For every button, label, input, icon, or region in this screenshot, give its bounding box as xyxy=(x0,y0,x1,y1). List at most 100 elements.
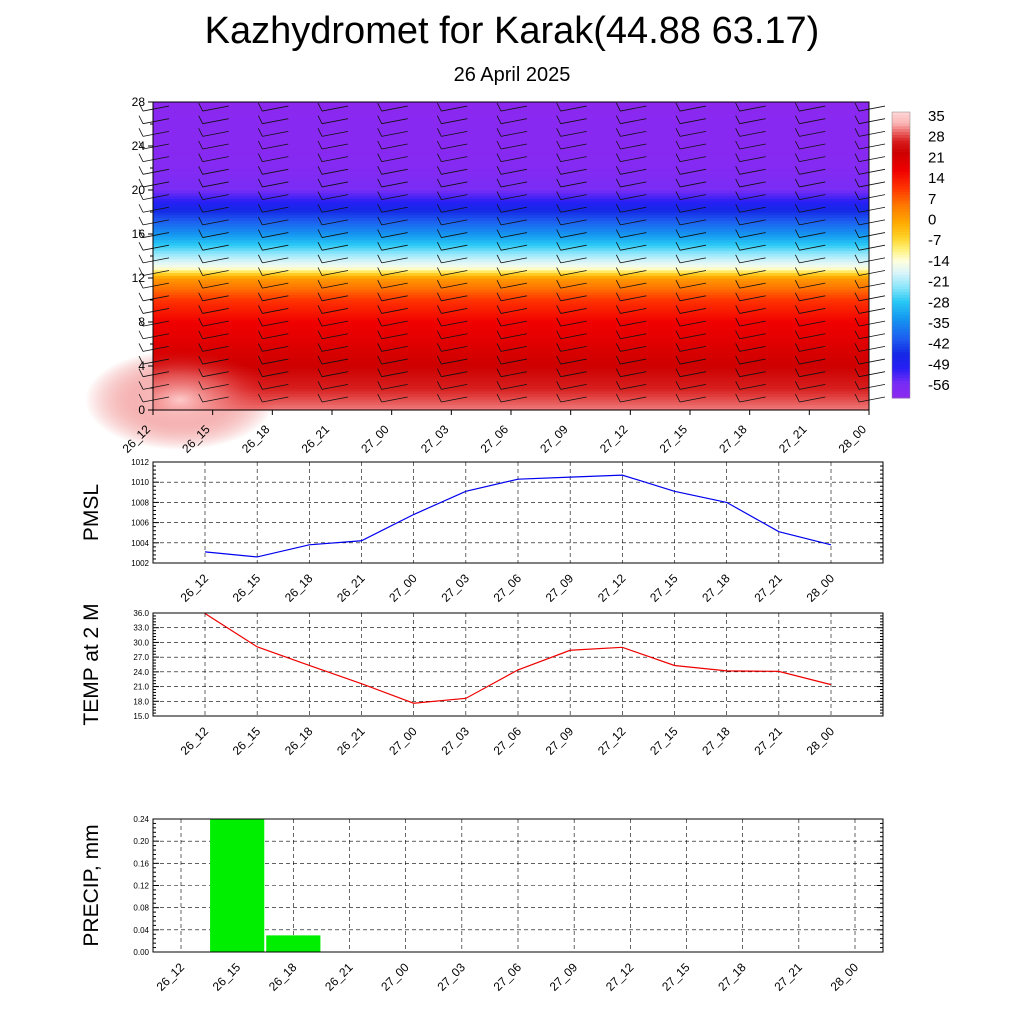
x-tick-label: 26_12 xyxy=(178,571,212,605)
wind-barb xyxy=(138,140,170,150)
wind-barb xyxy=(317,178,349,188)
grid-lines xyxy=(153,461,883,564)
x-tick-label: 27_06 xyxy=(491,960,525,994)
wind-barb xyxy=(556,216,587,226)
wind-barb xyxy=(257,254,289,264)
wind-barb xyxy=(615,204,647,213)
heatmap-band xyxy=(153,272,869,276)
wind-barb xyxy=(854,368,886,378)
heatmap-band xyxy=(153,225,869,230)
heatmap-band xyxy=(153,129,869,133)
heatmap-band xyxy=(153,363,869,367)
heatmap-band xyxy=(153,162,869,166)
heatmap-band xyxy=(153,291,869,296)
x-tick-label: 27_09 xyxy=(537,422,571,456)
colorbar-swatch xyxy=(892,126,910,130)
wind-barb xyxy=(436,166,468,175)
wind-barb xyxy=(615,279,647,289)
heatmap-cells xyxy=(153,102,869,411)
x-tick-label: 27_06 xyxy=(491,571,525,605)
y-tick-label: 0.08 xyxy=(133,904,149,913)
wind-barb xyxy=(496,178,528,188)
wind-barb xyxy=(735,166,766,175)
wind-barb xyxy=(496,267,528,276)
wind-barb xyxy=(317,242,349,251)
x-tick-label: 28_00 xyxy=(828,960,862,994)
colorbar-label: -7 xyxy=(928,232,941,249)
wind-barb xyxy=(496,166,528,175)
wind-barb xyxy=(794,279,826,289)
colorbar-swatch xyxy=(892,320,910,325)
wind-barb xyxy=(854,279,886,289)
y-tick-label: 1012 xyxy=(131,458,149,467)
wind-barb xyxy=(794,140,826,150)
y-tick-label: 4 xyxy=(138,359,145,373)
wind-barb xyxy=(138,305,170,314)
wind-barb xyxy=(675,115,707,125)
heatmap-band xyxy=(153,344,869,348)
colorbar-swatch xyxy=(892,289,910,293)
wind-barb xyxy=(138,368,170,378)
wind-barb xyxy=(496,242,528,251)
colorbar-swatch xyxy=(892,232,910,236)
colorbar-swatch xyxy=(892,183,910,187)
heatmap-band xyxy=(153,168,869,172)
colorbar-label: 0 xyxy=(928,212,936,229)
x-tick-label: 27_21 xyxy=(751,724,785,758)
wind-barb xyxy=(735,216,766,226)
wind-barb xyxy=(735,204,766,213)
wind-barb xyxy=(496,254,528,264)
heatmap-band xyxy=(153,374,869,378)
y-tick-label: 33.0 xyxy=(133,624,149,633)
colorbar-swatch xyxy=(892,203,910,207)
heatmap-band xyxy=(153,308,869,312)
wind-barb xyxy=(198,317,229,327)
wind-barb xyxy=(854,317,886,327)
wind-barb xyxy=(615,381,647,390)
wind-barb xyxy=(615,191,647,200)
x-tick-label: 27_21 xyxy=(776,422,810,456)
wind-barb xyxy=(735,267,766,276)
x-tick-label: 28_00 xyxy=(804,571,838,605)
y-tick-label: 21.0 xyxy=(133,683,149,692)
wind-barb xyxy=(377,343,408,352)
wind-barb xyxy=(317,115,349,125)
heatmap-band xyxy=(153,401,869,406)
wind-barb xyxy=(496,229,528,238)
colorbar-swatch xyxy=(892,212,910,216)
x-tick-label: 27_12 xyxy=(595,724,629,758)
colorbar-swatch xyxy=(892,152,910,156)
wind-barb xyxy=(615,305,647,314)
y-tick-label: 16 xyxy=(132,227,146,241)
heatmap-band xyxy=(153,275,869,279)
wind-barb xyxy=(436,191,468,200)
colorbar-swatch xyxy=(892,389,910,393)
wind-barb xyxy=(735,279,766,289)
heatmap-band xyxy=(153,143,869,147)
wind-barb xyxy=(257,166,289,175)
wind-barb xyxy=(198,355,229,365)
x-tick-label: 27_12 xyxy=(603,960,637,994)
wind-barb xyxy=(198,393,229,403)
heatmap-band xyxy=(153,366,869,370)
heatmap-band xyxy=(153,322,869,326)
colorbar-label: -56 xyxy=(928,377,950,394)
wind-barb xyxy=(794,343,826,352)
wind-barb xyxy=(317,305,349,314)
heatmap-band xyxy=(153,371,869,375)
wind-barb xyxy=(675,166,707,175)
wind-barb xyxy=(138,153,170,163)
y-tick-label: 0 xyxy=(138,403,145,417)
heatmap-band xyxy=(153,220,869,224)
colorbar-swatch xyxy=(892,177,910,182)
colorbar-swatch xyxy=(892,140,910,144)
colorbar-swatch xyxy=(892,377,910,382)
wind-barb xyxy=(675,153,707,163)
wind-barb xyxy=(436,292,468,302)
colorbar-swatch xyxy=(892,392,910,396)
wind-barb xyxy=(138,242,170,251)
wind-barb xyxy=(615,216,647,226)
wind-barb xyxy=(198,305,229,314)
wind-barb xyxy=(436,242,468,251)
wind-barb xyxy=(556,292,587,302)
